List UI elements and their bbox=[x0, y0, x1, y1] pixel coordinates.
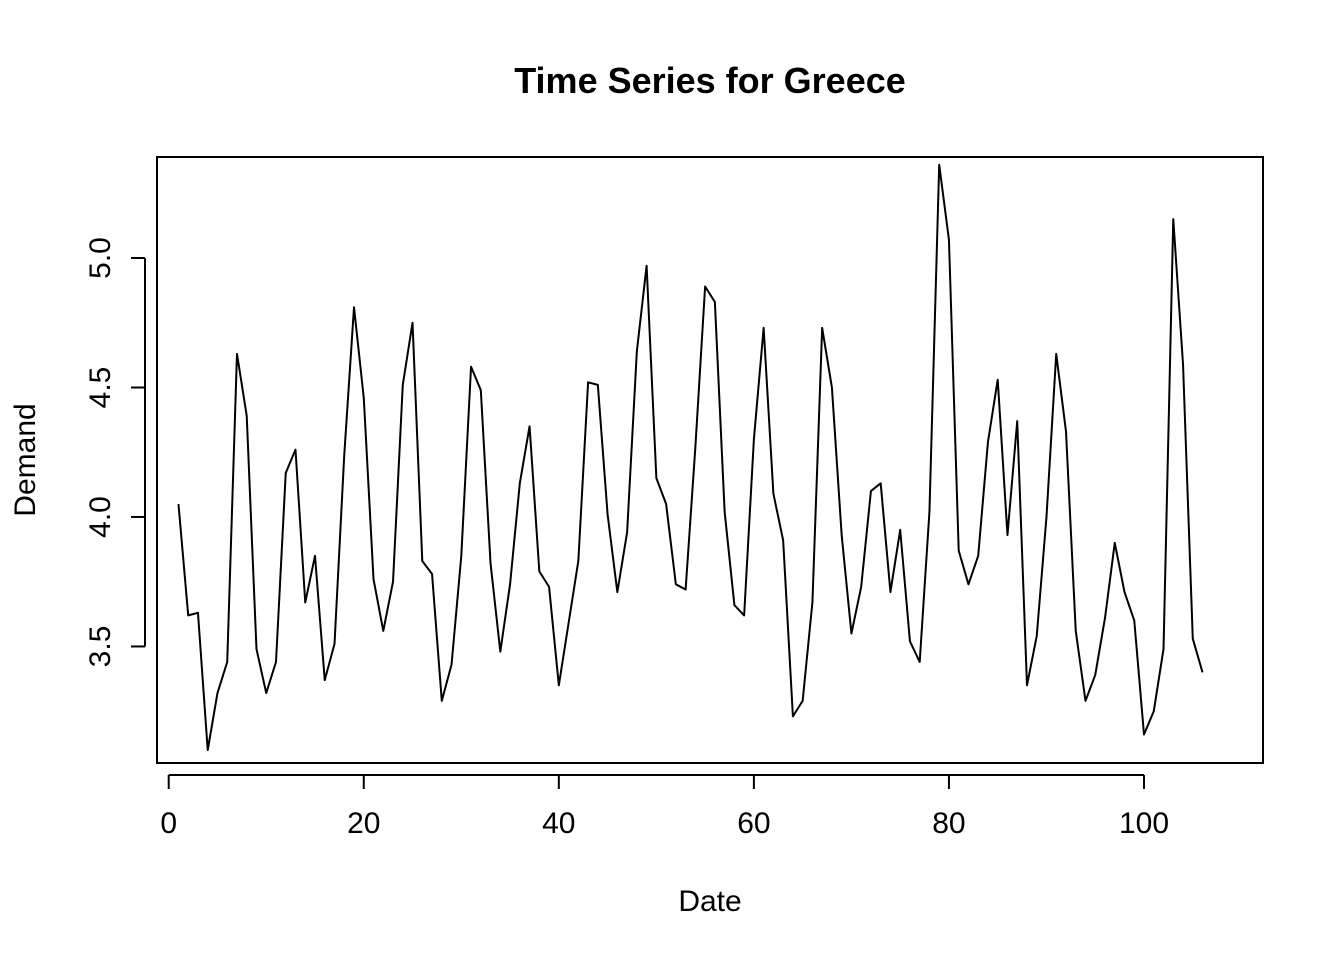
y-tick-label: 5.0 bbox=[84, 237, 117, 279]
x-tick-label: 20 bbox=[347, 807, 380, 840]
chart-title: Time Series for Greece bbox=[514, 60, 906, 101]
x-tick-label: 80 bbox=[932, 807, 965, 840]
y-tick-label: 3.5 bbox=[84, 626, 117, 668]
y-tick-label: 4.5 bbox=[84, 367, 117, 409]
y-axis-label: Demand bbox=[9, 403, 42, 516]
y-axis: 3.5 4.0 4.5 5.0 bbox=[84, 237, 146, 668]
plot-frame bbox=[156, 156, 1264, 764]
x-tick-label: 60 bbox=[737, 807, 770, 840]
demand-series-line bbox=[177, 163, 1204, 752]
x-tick-label: 0 bbox=[160, 807, 177, 840]
x-axis-label: Date bbox=[678, 885, 741, 918]
x-tick-label: 100 bbox=[1119, 807, 1169, 840]
y-tick-label: 4.0 bbox=[84, 496, 117, 538]
x-tick-label: 40 bbox=[542, 807, 575, 840]
x-axis: 0 20 40 60 80 100 bbox=[160, 774, 1169, 840]
